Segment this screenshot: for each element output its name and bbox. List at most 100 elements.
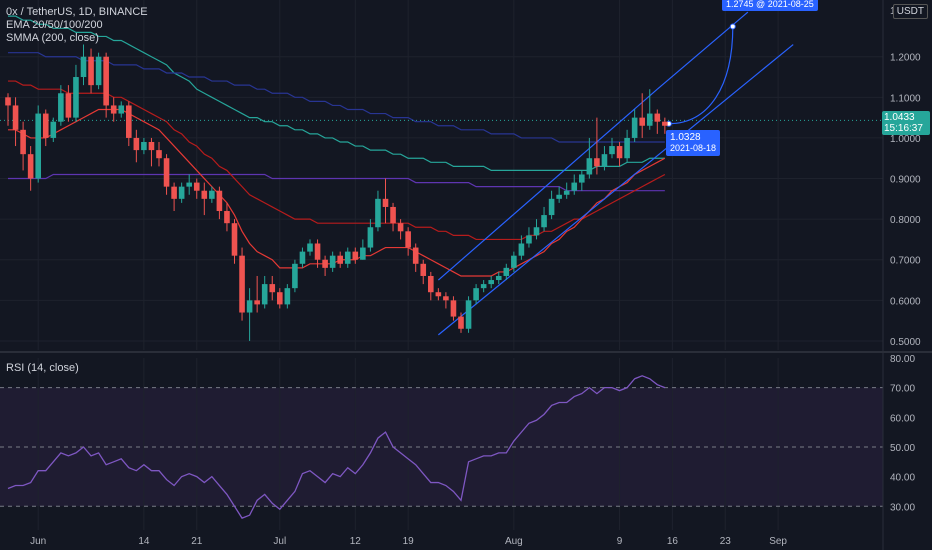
axes: 1.2000 1.1000 1.0000 0.9000 0.8000 0.7000 0.60… [30, 6, 921, 547]
candle-body [65, 93, 72, 118]
projection-at: @ [756, 0, 766, 9]
ema100-line [8, 15, 665, 172]
symbol-title: 0x / TetherUS, 1D, BINANCE [6, 6, 148, 18]
candle-body [284, 288, 291, 305]
candle-body [616, 146, 623, 159]
currency-button[interactable]: USDT [892, 4, 928, 19]
candle-body [352, 251, 359, 260]
rsi-tick-label: 30.00 [890, 502, 915, 513]
candle-body [141, 141, 147, 151]
projection-value: 1.2745 [726, 0, 754, 9]
candle-body [382, 198, 389, 207]
channel-upper [437, 88, 658, 281]
candle-body [571, 182, 578, 191]
candle-body [299, 251, 306, 264]
candle-body [246, 300, 253, 313]
candle-body [307, 243, 313, 252]
candle-body [163, 158, 170, 187]
price-tick-label: 0.8000 [890, 215, 921, 226]
candle-body [224, 211, 230, 224]
time-tick-label: Aug [505, 536, 523, 547]
candle-body [654, 113, 661, 122]
candle-body [465, 300, 472, 329]
ema20-line [8, 108, 666, 277]
candle-body [277, 292, 283, 305]
candle-body [35, 113, 41, 179]
candle-body [27, 154, 34, 179]
rsi-tick-label: 60.00 [890, 413, 915, 424]
channel-lower [437, 44, 794, 336]
candle-body [541, 215, 547, 228]
candle-body [488, 280, 494, 285]
candle-body [344, 251, 351, 264]
candle-body [209, 190, 215, 199]
candle-body [186, 182, 192, 187]
candle-body [646, 113, 653, 126]
candle-body [239, 255, 245, 313]
candle-body [314, 243, 321, 260]
candle-body [511, 255, 517, 268]
projection-label[interactable]: 1.2745 @ 2021-08-25 [722, 0, 818, 11]
candle-body [360, 247, 366, 260]
candle-body [254, 300, 260, 305]
candle-body [292, 263, 298, 289]
candle-body [337, 255, 343, 264]
candle-body [579, 174, 585, 183]
candle-body [50, 121, 57, 138]
grid [0, 0, 883, 530]
candle-body [126, 105, 132, 138]
rsi-legend: RSI (14, close) [6, 362, 79, 374]
candle-body [12, 105, 19, 130]
candle-body [110, 105, 117, 114]
candle-body [216, 190, 223, 212]
candle-body [367, 227, 374, 248]
rsi-tick-label: 80.00 [890, 354, 915, 365]
smma200-line [8, 173, 665, 192]
price-tick-label: 0.7000 [890, 256, 921, 267]
time-tick-label: 23 [720, 536, 732, 547]
ema200-line [8, 52, 665, 143]
candle-body [556, 194, 562, 199]
current-value: 1.0328 [670, 132, 701, 143]
ema50-line [8, 80, 666, 241]
candle-body [601, 154, 608, 167]
time-tick-label: 19 [403, 536, 415, 547]
candle-body [103, 56, 109, 106]
candle-body [193, 182, 200, 191]
projection-date: 2021-08-25 [767, 0, 814, 9]
current-label[interactable]: 1.0328 2021-08-18 [666, 130, 721, 156]
candle-body [473, 288, 479, 301]
candle-body [435, 292, 442, 297]
candle-body [88, 56, 94, 86]
candle-body [586, 158, 593, 175]
price-tick-label: 0.9000 [890, 175, 921, 186]
candle-body [5, 97, 11, 106]
candle-body [609, 146, 615, 155]
candle-body [624, 137, 630, 159]
candle-body [171, 186, 177, 199]
candle-body [563, 190, 570, 195]
time-tick-label: Jun [30, 536, 46, 547]
candle-body [261, 284, 268, 305]
candle-body [322, 259, 328, 268]
candle-body [428, 275, 434, 293]
candle-body [518, 243, 525, 256]
candle-body [631, 117, 638, 138]
candle-body [269, 284, 276, 293]
rsi-pane [0, 375, 883, 519]
candle-body [133, 137, 140, 151]
candle-body [458, 316, 464, 329]
time-tick-label: 16 [667, 536, 679, 547]
smma-legend: SMMA (200, close) [6, 32, 99, 44]
last-price-tag: 1.0433 15:16:37 [882, 111, 930, 135]
candle-body [201, 190, 208, 199]
candle-body [375, 198, 381, 228]
time-tick-label: 12 [350, 536, 362, 547]
price-tick-label: 1.0000 [890, 134, 921, 145]
candle-body [73, 77, 79, 118]
candle-body [118, 105, 125, 114]
projection-end-dot [729, 23, 736, 30]
ema-legend: EMA 20/50/100/200 [6, 19, 103, 31]
candle-body [533, 227, 540, 236]
